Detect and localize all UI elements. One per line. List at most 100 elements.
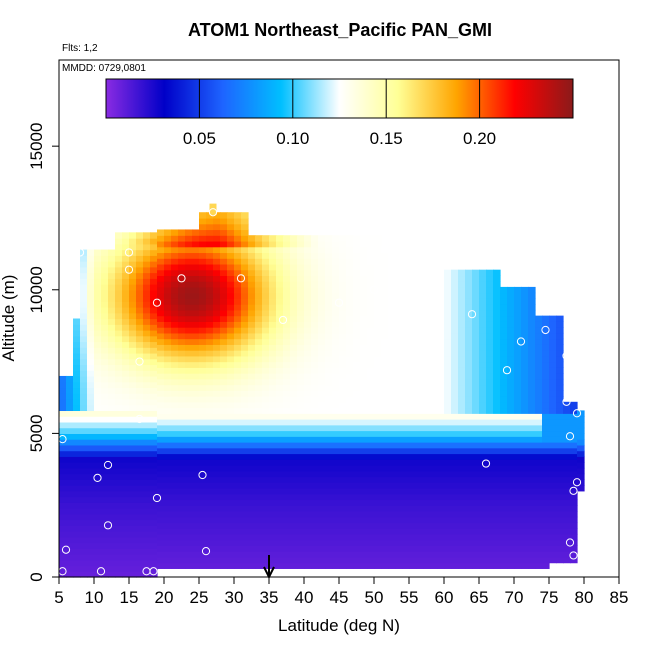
heatmap-cell (297, 252, 305, 259)
heatmap-cell (269, 344, 277, 351)
heatmap-cell (486, 528, 494, 535)
heatmap-cell (353, 482, 361, 489)
heatmap-cell (486, 430, 494, 437)
heatmap-cell (192, 321, 200, 328)
heatmap-cell (101, 249, 109, 256)
heatmap-cell (500, 562, 508, 569)
x-tick-label: 40 (295, 588, 314, 607)
heatmap-cell (339, 235, 347, 242)
heatmap-cell (486, 562, 494, 569)
heatmap-cell (129, 358, 137, 366)
heatmap-cell (500, 447, 508, 455)
heatmap-cell (423, 258, 431, 265)
heatmap-cell (276, 338, 284, 345)
heatmap-cell (206, 464, 214, 472)
heatmap-cell (262, 378, 270, 386)
heatmap-cell (213, 315, 221, 322)
heatmap-cell (486, 361, 494, 368)
heatmap-cell (542, 350, 550, 357)
heatmap-cell (248, 407, 256, 414)
heatmap-cell (444, 430, 452, 437)
heatmap-cell (514, 315, 522, 322)
heatmap-cell (129, 421, 137, 429)
heatmap-cell (346, 269, 354, 277)
heatmap-cell (332, 396, 340, 403)
heatmap-cell (381, 332, 389, 340)
heatmap-cell (430, 332, 438, 340)
heatmap-cell (206, 539, 214, 547)
heatmap-cell (416, 309, 424, 317)
heatmap-cell (262, 275, 270, 282)
heatmap-cell (248, 252, 256, 259)
heatmap-cell (311, 373, 319, 380)
heatmap-cell (59, 531, 67, 538)
heatmap-cells (59, 203, 585, 578)
heatmap-cell (500, 378, 508, 386)
heatmap-cell (360, 252, 368, 259)
heatmap-cell (486, 315, 494, 322)
heatmap-cell (94, 548, 102, 555)
heatmap-cell (472, 396, 480, 403)
heatmap-cell (472, 401, 480, 409)
heatmap-cell (325, 361, 333, 368)
heatmap-cell (549, 470, 557, 478)
heatmap-cell (346, 327, 354, 334)
heatmap-cell (248, 327, 256, 334)
heatmap-cell (465, 505, 473, 512)
heatmap-cell (465, 384, 473, 391)
heatmap-cell (353, 464, 361, 472)
heatmap-cell (297, 539, 305, 547)
heatmap-cell (269, 522, 277, 529)
heatmap-cell (262, 539, 270, 547)
heatmap-cell (353, 493, 361, 501)
heatmap-cell (493, 551, 501, 558)
heatmap-cell (262, 269, 270, 277)
heatmap-cell (409, 401, 417, 409)
heatmap-cell (402, 321, 410, 328)
heatmap-cell (402, 315, 410, 322)
heatmap-cell (199, 223, 207, 231)
heatmap-cell (297, 487, 305, 495)
heatmap-cell (416, 551, 424, 558)
heatmap-cell (164, 275, 172, 282)
heatmap-cell (94, 301, 102, 308)
heatmap-cell (381, 516, 389, 524)
heatmap-cell (388, 384, 396, 391)
heatmap-cell (493, 413, 501, 420)
heatmap-cell (129, 289, 137, 297)
heatmap-cell (206, 350, 214, 357)
heatmap-cell (185, 476, 193, 483)
heatmap-cell (213, 396, 221, 403)
heatmap-cell (234, 396, 242, 403)
heatmap-cell (115, 416, 123, 423)
heatmap-cell (185, 556, 193, 564)
heatmap-cell (80, 421, 88, 429)
heatmap-cell (332, 551, 340, 558)
heatmap-cell (269, 304, 277, 311)
heatmap-cell (66, 387, 74, 394)
heatmap-cell (493, 309, 501, 317)
heatmap-cell (409, 493, 417, 501)
heatmap-cell (507, 533, 515, 541)
heatmap-cell (430, 407, 438, 414)
heatmap-cell (115, 554, 123, 561)
heatmap-cell (241, 217, 249, 225)
heatmap-cell (136, 347, 144, 354)
heatmap-cell (318, 327, 326, 334)
heatmap-cell (304, 275, 312, 282)
heatmap-cell (332, 562, 340, 569)
heatmap-cell (94, 261, 102, 268)
heatmap-cell (542, 413, 550, 420)
heatmap-cell (276, 281, 284, 288)
heatmap-cell (472, 327, 480, 334)
heatmap-cell (367, 401, 375, 409)
heatmap-cell (486, 551, 494, 558)
heatmap-cell (192, 482, 200, 489)
heatmap-cell (66, 565, 74, 572)
heatmap-cell (227, 327, 235, 334)
heatmap-cell (73, 450, 81, 457)
heatmap-cell (339, 499, 347, 506)
heatmap-cell (129, 508, 137, 515)
heatmap-cell (150, 393, 158, 400)
heatmap-cell (234, 470, 242, 478)
